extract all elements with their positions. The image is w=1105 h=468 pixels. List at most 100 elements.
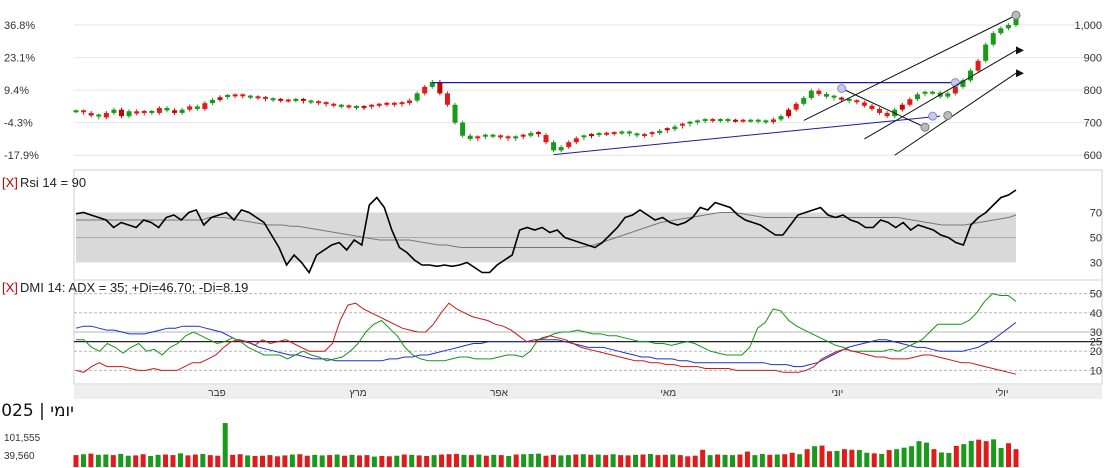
volume-bar <box>409 454 415 467</box>
volume-bar <box>95 454 101 467</box>
volume-bar <box>819 445 825 467</box>
volume-bar <box>163 454 169 467</box>
volume-bar <box>633 454 639 467</box>
candle-body <box>786 109 792 117</box>
volume-bar <box>200 453 206 467</box>
dmi-minus-di-line <box>75 302 1017 375</box>
candle-body <box>399 102 405 105</box>
candle-body <box>581 135 587 138</box>
candle-body <box>202 103 208 110</box>
candle-body <box>960 80 966 87</box>
rsi-lines <box>75 189 1017 275</box>
rsi-close-button[interactable]: [X] <box>2 175 18 190</box>
volume-bar <box>192 454 198 467</box>
candle-body <box>460 122 466 136</box>
volume-bar <box>536 453 542 467</box>
volume-bar <box>991 439 997 467</box>
rsi-tick-label: 70 <box>1090 208 1102 220</box>
channel-lower-line <box>894 72 1017 156</box>
support-trendline <box>553 115 941 156</box>
volume-bar <box>782 454 788 467</box>
volume-bar <box>498 455 504 467</box>
volume-bar <box>1013 449 1019 467</box>
candle-body <box>118 109 124 117</box>
candle-body <box>861 102 867 106</box>
candle-body <box>914 94 920 100</box>
x-axis-month-label: יולי <box>995 387 1008 399</box>
volume-bar <box>476 454 482 467</box>
volume-bar <box>856 450 862 467</box>
candle-body <box>361 106 367 109</box>
volume-bar <box>588 454 594 467</box>
candle-body <box>103 112 109 118</box>
candle-body <box>816 90 822 95</box>
price-annotations[interactable] <box>432 10 1024 156</box>
dmi-plus-di-line <box>76 293 1017 362</box>
candle-body <box>755 119 761 122</box>
dmi-title: DMI 14: ADX = 35; +Di=46.70; -Di=8.19 <box>20 280 248 295</box>
candle-body <box>672 126 678 130</box>
volume-bar <box>953 445 959 467</box>
candle-body <box>983 44 989 61</box>
volume-bar <box>185 455 191 467</box>
dmi-tick-label: 50 <box>1090 289 1102 301</box>
volume-bar <box>237 454 243 467</box>
volume-bar <box>565 455 571 467</box>
candle-body <box>88 112 94 116</box>
volume-bar <box>170 455 176 467</box>
candle-body <box>209 99 215 104</box>
rsi-tick-label: 50 <box>1090 233 1102 245</box>
volume-bar <box>961 444 967 467</box>
volume-bar <box>349 454 355 467</box>
x-axis-month-label: פבר <box>208 388 225 399</box>
candle-body <box>869 105 875 110</box>
price-grid <box>74 24 1102 156</box>
volume-bar <box>849 449 855 467</box>
candle-body <box>429 81 435 87</box>
volume-bar <box>834 450 840 467</box>
candle-body <box>232 94 238 97</box>
volume-bar <box>685 456 691 467</box>
volume-bar <box>580 454 586 467</box>
candle-body <box>308 100 314 103</box>
volume-bar <box>401 454 407 467</box>
candle-body <box>558 147 564 151</box>
rsi-right-axis: 70 50 30 <box>1090 208 1102 270</box>
volume-bar <box>439 454 445 467</box>
candle-body <box>535 132 541 135</box>
volume-bar <box>647 453 653 467</box>
channel-upper-line <box>803 14 1017 121</box>
volume-bar <box>506 456 512 467</box>
volume-bar <box>125 455 131 467</box>
volume-bar <box>252 456 258 467</box>
candle-body <box>285 99 291 102</box>
volume-bar <box>894 449 900 467</box>
volume-bar <box>297 454 303 467</box>
price-left-tick-label: 23.1% <box>4 53 35 65</box>
dmi-tick-label: 30 <box>1090 327 1102 339</box>
volume-bar <box>610 454 616 467</box>
candle-body <box>823 94 829 97</box>
dmi-close-button[interactable]: [X] <box>2 280 18 295</box>
candle-body <box>733 119 739 122</box>
volume-bar <box>826 451 832 467</box>
volume-bar <box>371 456 377 467</box>
candle-body <box>498 135 504 138</box>
x-axis-month-label: יוני <box>832 388 844 399</box>
candle-body <box>187 106 193 110</box>
candle-body <box>81 110 87 113</box>
price-right-tick-label: 700 <box>1084 118 1102 130</box>
candle-body <box>839 97 845 100</box>
volume-bar <box>968 440 974 467</box>
candle-body <box>604 132 610 135</box>
candle-body <box>353 106 359 109</box>
dmi-tick-label: 20 <box>1090 346 1102 358</box>
volume-bar <box>543 455 549 467</box>
price-right-tick-label: 600 <box>1084 150 1102 162</box>
candle-body <box>634 133 640 136</box>
candle-body <box>96 114 102 117</box>
price-left-axis: 36.8% 23.1% 9.4% -4.3% -17.9% <box>4 20 39 162</box>
volume-bar <box>88 453 94 467</box>
volume-bar <box>737 454 743 467</box>
